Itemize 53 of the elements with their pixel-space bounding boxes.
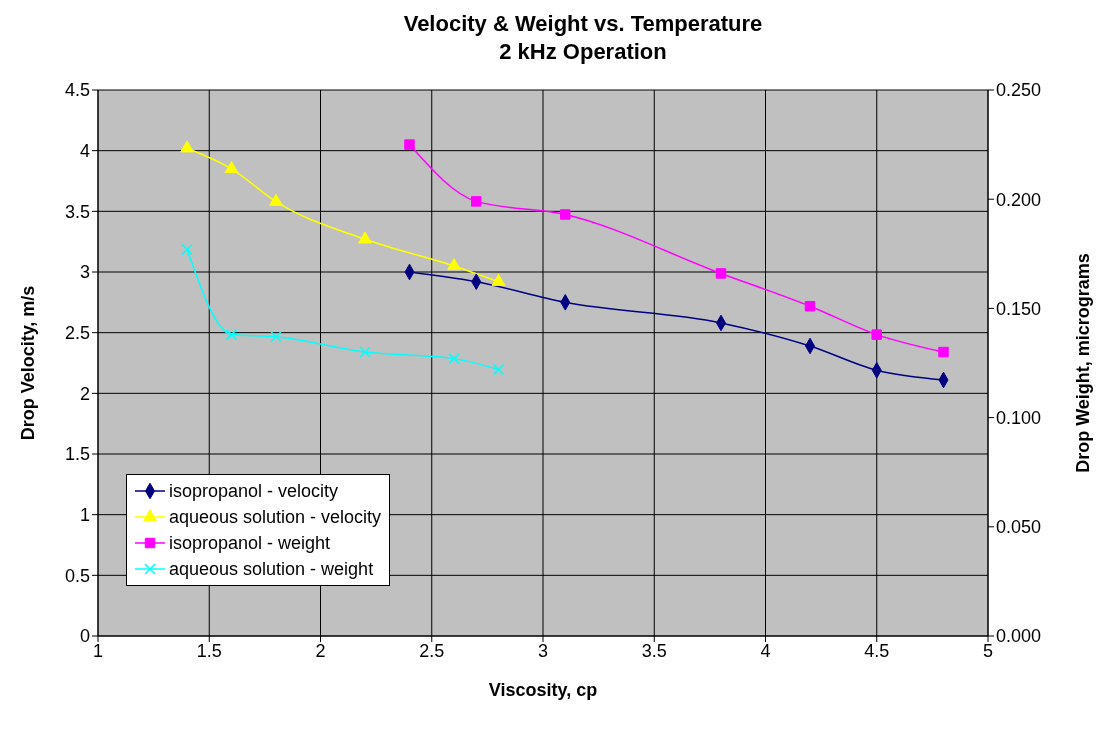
legend-label: aqueous solution - velocity [169,506,382,529]
point [715,268,727,279]
y2-tick-label: 0.000 [996,626,1042,647]
legend-label: isopropanol - weight [169,532,331,555]
x-axis-title: Viscosity, cp [488,680,598,700]
x-tick-label: 2.5 [419,640,445,661]
y-tick-label: 0.5 [64,565,90,586]
point [492,363,505,376]
point [447,258,461,271]
point [938,346,949,358]
x-tick-label: 2 [315,640,326,661]
y-tick-label: 2.5 [64,323,90,344]
y-tick-label: 2 [79,383,90,404]
y-tick-label: 1.5 [64,444,90,465]
y2-tick-label: 0.250 [996,80,1042,101]
y2-tick-label: 0.050 [996,517,1042,538]
y-axis-title: Drop Velocity, m/s [18,285,39,441]
x-tick-label: 5 [982,640,994,661]
y-tick-label: 3 [79,262,90,283]
y2-tick-label: 0.150 [996,298,1042,319]
point [181,243,193,256]
legend-label: aqueous solution - weight [169,558,374,581]
point [491,273,506,286]
y2-axis-title: Drop Weight, micrograms [1073,253,1094,473]
point [269,193,283,206]
y-tick-label: 4.5 [64,80,90,101]
point [560,209,571,220]
point [180,140,194,153]
point [359,346,371,358]
point [225,328,238,341]
y2-tick-label: 0.100 [996,407,1042,428]
y-tick-label: 3.5 [64,201,90,222]
y2-tick-label: 0.200 [996,189,1042,210]
legend-label: isopropanol - velocity [169,480,339,503]
x-tick-label: 3 [537,640,549,661]
point [270,331,282,343]
y-tick-label: 4 [79,141,90,162]
point [448,352,460,365]
y-tick-label: 1 [79,505,90,526]
x-tick-label: 4.5 [864,640,890,661]
chart-subtitle: 2 kHz Operation [498,38,668,66]
x-tick-label: 1.5 [196,640,222,661]
point [224,161,239,174]
x-tick-label: 3.5 [641,640,667,661]
point [471,196,482,207]
point [358,231,372,244]
chart-title: Velocity & Weight vs. Temperature [402,10,764,38]
point [804,300,816,312]
point [404,139,415,150]
x-tick-label: 4 [760,640,771,661]
x-tick-label: 1 [92,640,104,661]
y-tick-label: 0 [79,626,90,647]
point [871,329,882,340]
